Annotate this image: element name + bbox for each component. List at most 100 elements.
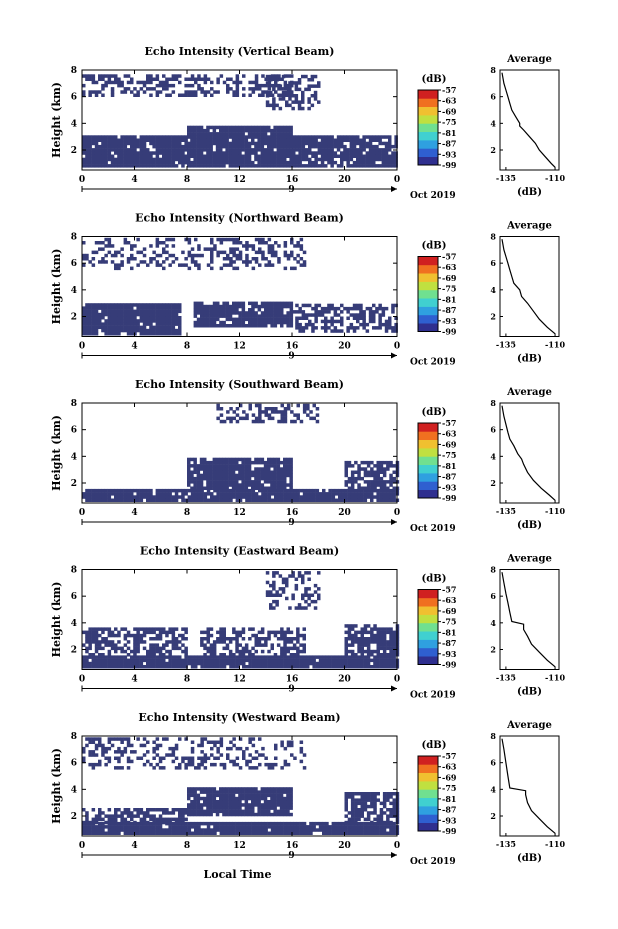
echo-cell [85,135,89,139]
echo-cell [209,470,213,474]
echo-cell [104,325,108,330]
echo-cell [101,74,105,78]
echo-cell [136,655,140,659]
echo-cell [347,492,352,496]
echo-cell [248,301,252,306]
echo-cell [126,488,131,493]
echo-cell [206,148,210,152]
echo-cell [82,665,86,669]
echo-cell [98,144,102,149]
echo-cell [372,326,376,330]
echo-cell [346,151,350,155]
echo-cell [338,661,342,666]
echo-cell [209,473,213,478]
echo-cell [215,790,220,794]
echo-cell [317,135,322,139]
echo-cell [389,643,393,647]
echo-cell [213,661,217,666]
echo-cell [130,148,134,152]
echo-cell [263,141,268,146]
echo-cell [155,319,160,323]
echo-cell [299,257,304,261]
echo-cell [210,498,214,502]
echo-cell [318,655,323,659]
echo-cell [104,83,108,88]
echo-cell [267,314,271,318]
echo-cell [270,324,274,328]
echo-cell [286,460,290,465]
echo-cell [139,811,144,815]
echo-cell [149,325,153,330]
echo-cell [238,144,242,149]
colorbar-segment [418,273,438,282]
echo-cell [196,138,201,142]
echo-cell [91,828,96,832]
echo-cell [312,492,316,496]
echo-cell [136,144,140,149]
echo-cell [171,322,176,326]
echo-cell [294,606,299,610]
echo-cell [85,160,89,165]
echo-cell [318,821,323,826]
echo-cell [292,148,296,152]
echo-cell [315,488,320,493]
echo-cell [267,649,271,654]
echo-cell [199,476,204,481]
echo-cell [301,135,306,139]
echo-cells [82,571,400,669]
echo-cell [142,148,147,152]
echo-cell [292,141,296,146]
echo-cell [110,309,115,314]
echo-cell [110,322,115,326]
echo-cell [184,655,188,659]
echo-cell [193,812,197,817]
echo-cell [376,460,380,465]
echo-cell [178,316,182,320]
echo-cell [359,164,363,168]
echo-cell [277,488,281,493]
echo-cell [258,495,262,499]
echo-cell [296,241,300,245]
echo-cell [235,160,239,165]
echo-cell [178,665,182,669]
echo-cell [296,661,300,666]
echo-cell [363,498,368,502]
echo-cell [231,144,236,149]
echo-cell [94,820,99,825]
echo-cell [165,77,169,81]
echo-cell [283,416,288,421]
echo-cell [162,241,166,245]
x-tick-label: 16 [286,675,299,685]
echo-cell [212,457,217,462]
echo-cell [165,633,169,638]
echo-cell [286,90,291,94]
echo-cell [350,624,355,628]
echo-cell [283,821,288,826]
echo-cell [229,416,233,421]
echo-cell [117,325,121,330]
echo-cell [283,250,288,255]
profile-x-label: (dB) [517,687,542,698]
echo-cell [308,148,312,152]
echo-cell [241,138,245,142]
echo-cell [290,488,294,493]
echo-cell [165,492,169,496]
echo-cell [98,319,102,323]
echo-cell [322,828,326,832]
echo-cell [88,309,92,314]
echo-cell [212,160,217,165]
echo-cell [168,157,172,162]
echo-cell [290,90,294,94]
echo-cell [219,633,223,638]
echo-cell [82,160,86,165]
echo-cell [309,828,313,832]
echo-cell [382,460,387,465]
echo-cell [394,141,398,146]
day-arrow-head [391,352,397,359]
echo-cell [158,148,163,152]
echo-cell [370,649,374,654]
echo-cell [197,253,201,258]
echo-cell [158,492,163,496]
echo-cell [219,151,223,155]
echo-cell [174,661,179,666]
